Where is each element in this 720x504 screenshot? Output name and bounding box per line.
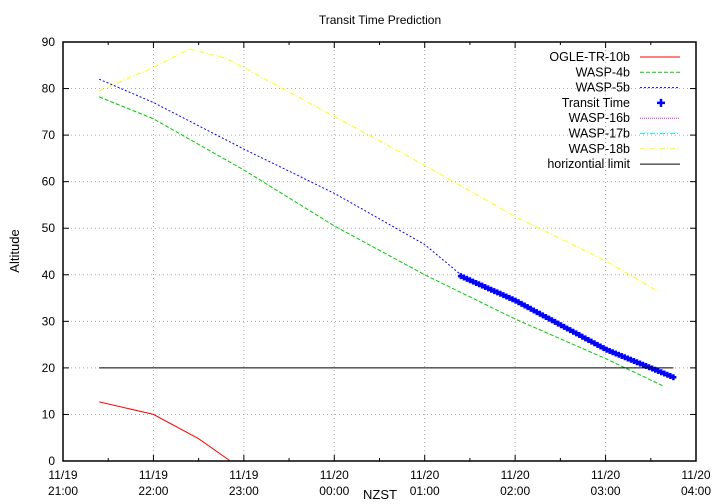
- y-tick-label: 60: [42, 175, 56, 189]
- legend-label: WASP-17b: [569, 127, 630, 141]
- chart-title: Transit Time Prediction: [319, 13, 441, 27]
- x-tick-date: 11/20: [410, 468, 439, 482]
- y-tick-label: 30: [42, 314, 56, 328]
- x-tick-time: 02:00: [500, 484, 530, 498]
- legend-label: WASP-5b: [576, 81, 630, 95]
- x-tick-date: 11/20: [591, 468, 620, 482]
- legend-label: horizontial limit: [547, 157, 630, 171]
- x-axis: 11/19 21:00 11/19 22:00 11/19 23:00 11/20 00:00…: [48, 42, 711, 498]
- y-tick-label: 90: [42, 35, 56, 49]
- x-tick-time: 03:00: [591, 484, 621, 498]
- series-line: [99, 48, 661, 293]
- y-axis: 0 10 20 30 40 50 60 70 80 90: [42, 35, 696, 468]
- series-line: [99, 78, 462, 276]
- y-tick-label: 80: [42, 82, 56, 96]
- legend-label: WASP-18b: [569, 142, 630, 156]
- data-series: [99, 48, 677, 462]
- x-tick-date: 11/19: [48, 468, 77, 482]
- x-tick-date: 11/20: [501, 468, 530, 482]
- x-tick-time: 23:00: [229, 484, 259, 498]
- x-tick-time: 01:00: [410, 484, 440, 498]
- y-tick-label: 20: [42, 361, 56, 375]
- legend-label: WASP-4b: [576, 65, 630, 79]
- x-tick-date: 11/20: [681, 468, 710, 482]
- x-tick-date: 11/20: [320, 468, 349, 482]
- legend-label: WASP-16b: [569, 111, 630, 125]
- x-tick-date: 11/19: [229, 468, 258, 482]
- x-tick-time: 21:00: [48, 484, 78, 498]
- y-tick-label: 10: [42, 407, 56, 421]
- x-axis-label: NZST: [363, 487, 397, 502]
- legend-label: OGLE-TR-10b: [549, 50, 630, 64]
- x-tick-time: 04:00: [681, 484, 711, 498]
- y-axis-label: Altitude: [7, 229, 22, 272]
- x-tick-date: 11/19: [139, 468, 168, 482]
- y-tick-label: 0: [48, 454, 55, 468]
- series-line: [99, 96, 665, 387]
- y-tick-label: 50: [42, 221, 56, 235]
- legend-label: Transit Time: [562, 96, 630, 110]
- y-tick-label: 70: [42, 128, 56, 142]
- x-tick-time: 00:00: [319, 484, 349, 498]
- x-tick-time: 22:00: [138, 484, 168, 498]
- y-tick-label: 40: [42, 268, 56, 282]
- series-line: [99, 401, 231, 462]
